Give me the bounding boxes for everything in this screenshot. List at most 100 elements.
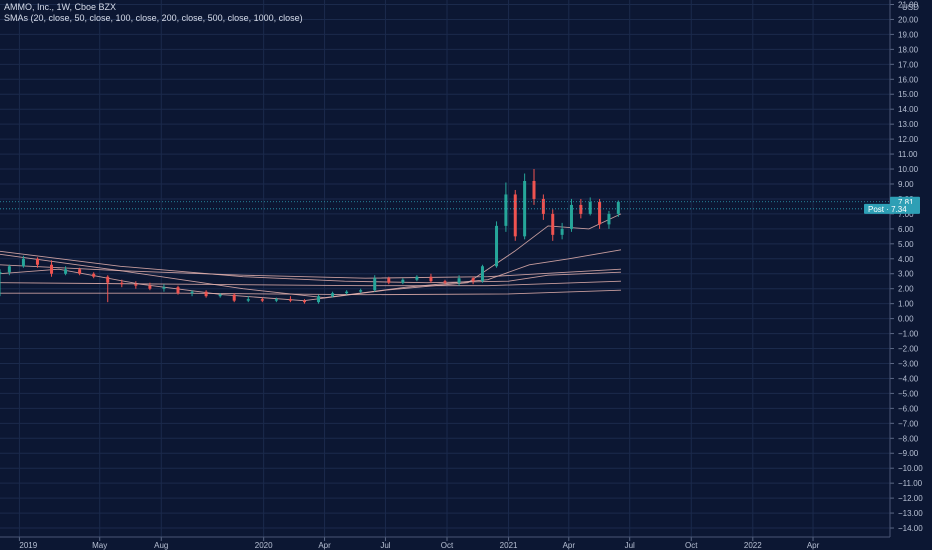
- price-tick-label: 20.00: [898, 15, 919, 24]
- time-tick-label: Apr: [807, 541, 820, 550]
- sma-line: [0, 280, 622, 287]
- candle-body: [480, 266, 484, 282]
- time-tick-label: 2021: [500, 541, 518, 550]
- price-level-lines: [0, 201, 890, 210]
- candle-body: [106, 276, 110, 283]
- sma-line: [0, 289, 622, 296]
- candle-body: [92, 273, 96, 277]
- grid-lines: [0, 0, 890, 537]
- candle-body: [541, 198, 545, 214]
- time-axis[interactable]: 2019 May Aug 2020 Apr Jul Oct 2021 Apr Jul Oct 2022…: [0, 536, 890, 550]
- price-tick-label: −12.00: [898, 494, 923, 503]
- price-tick-label: −7.00: [898, 419, 919, 428]
- candle-body: [504, 194, 508, 226]
- price-badges: 7.81 Post · 7.34: [864, 196, 920, 214]
- candle-body: [78, 269, 82, 274]
- candle-body: [134, 284, 138, 286]
- price-tick-label: 1.00: [898, 300, 914, 309]
- price-tick-label: −4.00: [898, 374, 919, 383]
- symbol-title[interactable]: AMMO, Inc., 1W, Cboe BZX: [4, 2, 117, 12]
- time-tick-label: May: [92, 541, 107, 550]
- currency-label: USD: [902, 3, 919, 12]
- sma-line: [0, 249, 622, 299]
- last-price-label: 7.81: [898, 198, 914, 207]
- candle-body: [373, 278, 377, 291]
- candle-body: [532, 180, 536, 199]
- candle-body: [302, 300, 306, 303]
- candle-body: [359, 290, 363, 292]
- price-tick-label: 21.00: [898, 0, 919, 9]
- price-tick-label: −6.00: [898, 404, 919, 413]
- chart-legend: AMMO, Inc., 1W, Cboe BZX SMAs (20, close…: [4, 2, 303, 24]
- price-axis[interactable]: USD 21.00 20.00 19.00 18.00 17.00 16.00 15.00 1…: [889, 0, 923, 537]
- price-tick-label: 0.00: [898, 315, 914, 324]
- candles: [0, 169, 620, 304]
- price-tick-label: −11.00: [898, 479, 923, 488]
- time-tick-label: 2022: [744, 541, 762, 550]
- candle-body: [50, 264, 54, 274]
- candle-body: [288, 299, 292, 301]
- candle-body: [387, 278, 391, 283]
- candle-body: [513, 194, 517, 237]
- candle-body: [443, 281, 447, 283]
- candle-body: [415, 276, 419, 280]
- price-tick-label: −3.00: [898, 359, 919, 368]
- candle-body: [551, 213, 555, 235]
- candle-body: [579, 204, 583, 214]
- candle-body: [345, 291, 349, 294]
- candle-body: [616, 201, 620, 214]
- candle-body: [457, 278, 461, 283]
- price-tick-label: 9.00: [898, 180, 914, 189]
- price-tick-label: 6.00: [898, 225, 914, 234]
- price-tick-label: −14.00: [898, 524, 923, 533]
- price-tick-label: 10.00: [898, 165, 919, 174]
- candle-body: [523, 180, 527, 237]
- price-tick-label: −10.00: [898, 464, 923, 473]
- candle-body: [471, 278, 475, 282]
- candle-body: [274, 299, 278, 301]
- candle-body: [607, 213, 611, 225]
- indicator-title[interactable]: SMAs (20, close, 50, close, 100, close, …: [4, 13, 303, 23]
- candle-body: [495, 225, 499, 267]
- sma-lines: [0, 213, 622, 302]
- price-tick-label: −13.00: [898, 509, 923, 518]
- time-tick-label: Jul: [380, 541, 390, 550]
- post-price-label: Post · 7.34: [868, 205, 907, 214]
- price-tick-label: 13.00: [898, 120, 919, 129]
- price-tick-label: −8.00: [898, 434, 919, 443]
- price-tick-label: 5.00: [898, 240, 914, 249]
- candle-body: [190, 291, 194, 294]
- price-tick-label: −9.00: [898, 449, 919, 458]
- price-tick-label: 4.00: [898, 255, 914, 264]
- candle-body: [218, 294, 222, 297]
- candle-body: [401, 279, 405, 283]
- candle-body: [176, 287, 180, 294]
- price-tick-label: −5.00: [898, 389, 919, 398]
- candle-body: [588, 201, 592, 214]
- candle-body: [232, 294, 236, 301]
- candle-body: [21, 258, 25, 267]
- price-tick-label: 7.00: [898, 210, 914, 219]
- candle-body: [598, 201, 602, 225]
- candle-body: [331, 293, 335, 297]
- price-tick-label: 2.00: [898, 285, 914, 294]
- time-tick-label: Apr: [318, 541, 331, 550]
- time-tick-label: Jul: [625, 541, 635, 550]
- price-tick-label: 11.00: [898, 150, 918, 159]
- candle-body: [148, 285, 152, 289]
- sma-line: [0, 264, 622, 279]
- price-tick-label: 14.00: [898, 105, 919, 114]
- sma-line: [0, 213, 622, 302]
- candle-body: [7, 266, 11, 273]
- candle-body: [64, 269, 68, 274]
- candle-body: [429, 276, 433, 282]
- price-tick-label: −1.00: [898, 330, 919, 339]
- sma-line: [0, 250, 622, 284]
- post-price-badge: [864, 203, 920, 214]
- candle-body: [35, 258, 39, 265]
- time-tick-label: Aug: [154, 541, 168, 550]
- price-tick-label: 16.00: [898, 75, 919, 84]
- price-tick-label: 15.00: [898, 90, 919, 99]
- price-tick-label: 17.00: [898, 60, 919, 69]
